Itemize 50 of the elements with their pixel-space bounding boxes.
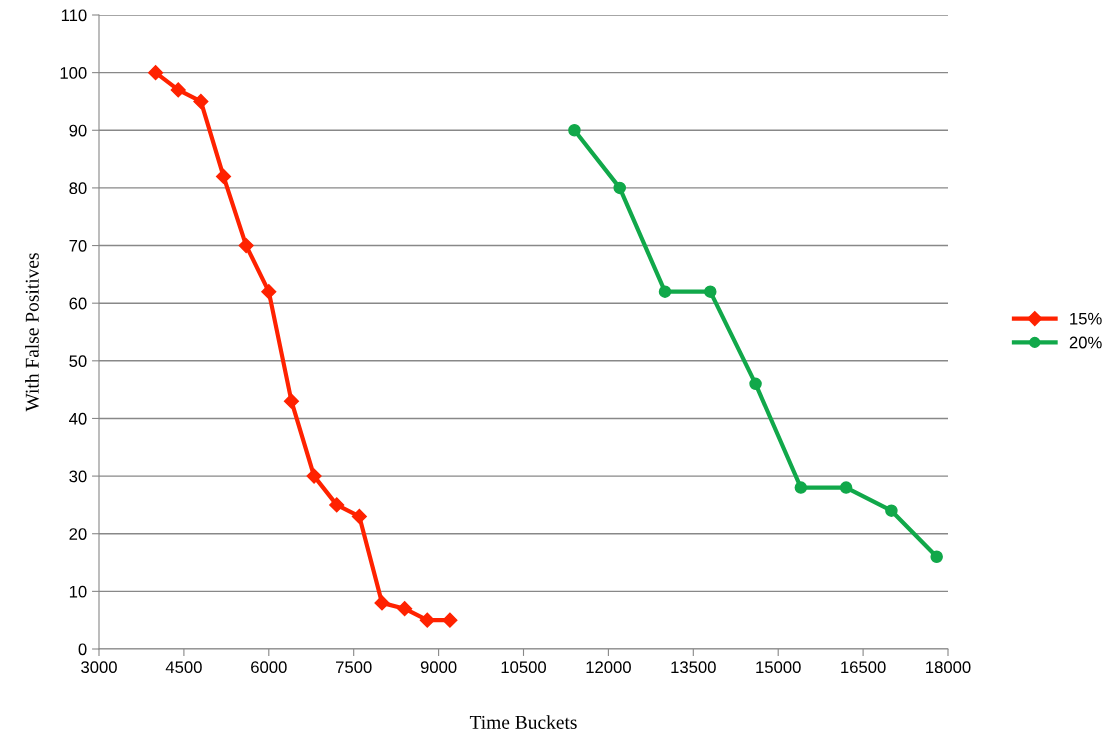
x-tick-label: 18000 [926,661,971,674]
point [351,508,367,525]
x-tick-label: 7500 [336,661,372,674]
y-tick-label: 110 [61,9,87,22]
x-tick-label: 16500 [841,661,886,674]
y-tick-label: 10 [69,585,87,598]
y-tick-label: 80 [69,182,87,195]
legend-label: 20% [1069,336,1102,349]
x-tick-label: 6000 [251,661,287,674]
point [442,612,458,628]
point [885,504,898,517]
point [839,481,853,494]
y-tick-label: 40 [69,412,87,425]
y-tick-label: 90 [69,124,87,137]
x-tick-label: 13500 [671,661,716,674]
point [306,468,322,484]
y-tick-label: 60 [69,297,87,310]
x-tick-label: 3000 [81,661,117,674]
point [329,497,345,513]
point [704,285,717,298]
x-axis-title: Time Buckets [469,715,577,729]
point [261,284,277,300]
y-axis-title: With False Positives [25,253,39,412]
point [568,124,581,137]
point [374,595,390,611]
point [193,93,209,110]
x-tick-label: 9000 [420,661,457,674]
point [238,237,254,254]
point [613,181,626,195]
y-tick-label: 30 [69,470,87,483]
point [283,393,300,409]
point [419,612,435,628]
y-tick-label: 20 [69,528,87,540]
x-tick-label: 15000 [756,661,801,674]
point [658,285,672,298]
y-tick-label: 50 [69,355,87,368]
legend-label: 15% [1070,312,1102,325]
point [749,377,762,391]
y-tick-label: 70 [69,239,87,252]
point [148,65,164,81]
y-tick-label: 0 [78,643,87,656]
point [930,550,943,564]
x-tick-label: 4500 [165,661,202,674]
point [794,481,808,494]
point [397,601,413,617]
point [170,82,186,98]
x-tick-label: 10500 [501,661,547,674]
point [215,168,232,184]
x-tick-label: 12000 [586,661,631,674]
y-tick-label: 100 [60,67,87,79]
